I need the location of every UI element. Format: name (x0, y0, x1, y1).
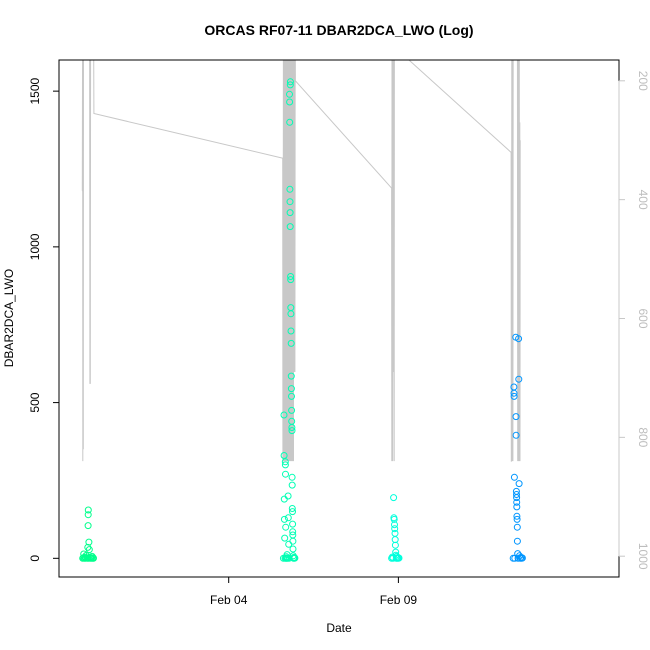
data-point (513, 515, 521, 523)
data-point (286, 185, 294, 193)
data-points-layer (79, 78, 526, 562)
data-point (281, 534, 289, 542)
data-point (391, 525, 399, 533)
data-point (291, 554, 299, 562)
data-point (289, 508, 296, 516)
altitude-trace-line (81, 60, 521, 462)
data-point (84, 522, 92, 530)
data-point (280, 515, 288, 523)
data-point (512, 431, 520, 439)
x-axis-label: Date (326, 621, 352, 635)
data-point (287, 310, 295, 318)
data-point (284, 514, 292, 522)
data-point (280, 411, 288, 419)
data-point (289, 520, 297, 528)
data-point (289, 545, 297, 553)
data-point (288, 424, 296, 431)
data-point (287, 385, 295, 393)
y-tick-label: 1500 (28, 77, 42, 104)
data-point (513, 512, 521, 520)
data-point (288, 392, 295, 400)
data-point (286, 209, 294, 217)
data-point (510, 392, 518, 400)
data-point (289, 528, 297, 536)
y-tick-label: 0 (28, 555, 42, 562)
data-point (286, 90, 293, 98)
data-point (513, 494, 521, 502)
data-point (288, 473, 296, 481)
data-point (395, 554, 403, 562)
data-point (284, 492, 292, 500)
data-point (510, 473, 518, 481)
y-axis-label: DBAR2DCA_LWO (2, 269, 16, 367)
data-point (512, 413, 520, 421)
data-point (281, 458, 289, 466)
data-point (287, 276, 295, 284)
axes-layer: 0 500 1000 1500 200 400 600 800 1000 Feb 04 Feb 09 (28, 59, 650, 607)
data-point (390, 515, 398, 523)
data-point (510, 389, 518, 397)
y-tick-label: 1000 (28, 233, 42, 260)
data-point (85, 546, 93, 554)
x-tick-label: Feb 04 (210, 593, 248, 607)
data-point (280, 452, 288, 459)
data-point (85, 538, 93, 546)
data-point (287, 327, 295, 335)
data-point (286, 118, 294, 126)
data-point (391, 541, 399, 549)
data-point (513, 491, 520, 498)
y2-tick-label: 600 (636, 308, 650, 328)
data-point (286, 198, 294, 206)
data-point (513, 503, 521, 511)
data-point (288, 481, 296, 489)
data-point (288, 505, 296, 512)
data-point (281, 461, 289, 469)
y2-tick-label: 200 (636, 71, 650, 91)
data-point (288, 427, 296, 435)
data-point (513, 498, 521, 506)
y2-tick-label: 800 (636, 427, 650, 447)
data-point (391, 521, 398, 529)
data-point (391, 536, 399, 544)
y-tick-label: 500 (28, 392, 42, 412)
data-point (289, 537, 297, 545)
data-point (287, 273, 295, 280)
data-point (287, 339, 295, 347)
y2-tick-label: 1000 (636, 543, 650, 570)
data-point (282, 470, 289, 478)
data-point (515, 335, 523, 343)
data-point (513, 523, 521, 531)
data-point (515, 375, 523, 383)
data-point (515, 480, 523, 488)
data-point (84, 511, 92, 519)
data-point (286, 98, 294, 106)
plot-frame (58, 59, 620, 578)
data-point (84, 506, 92, 514)
data-point (390, 494, 398, 502)
data-point (286, 78, 294, 86)
y2-tick-label: 400 (636, 190, 650, 210)
data-point (287, 372, 295, 380)
data-point (518, 554, 526, 562)
data-point (90, 554, 97, 562)
data-point (280, 495, 288, 503)
data-point (282, 523, 290, 531)
data-point (286, 81, 294, 89)
data-point (288, 406, 296, 414)
x-tick-label: Feb 09 (380, 593, 418, 607)
data-point (513, 537, 521, 545)
data-point (286, 223, 294, 231)
altitude-trace-layer (81, 60, 521, 462)
chart-title: ORCAS RF07-11 DBAR2DCA_LWO (Log) (204, 22, 473, 38)
